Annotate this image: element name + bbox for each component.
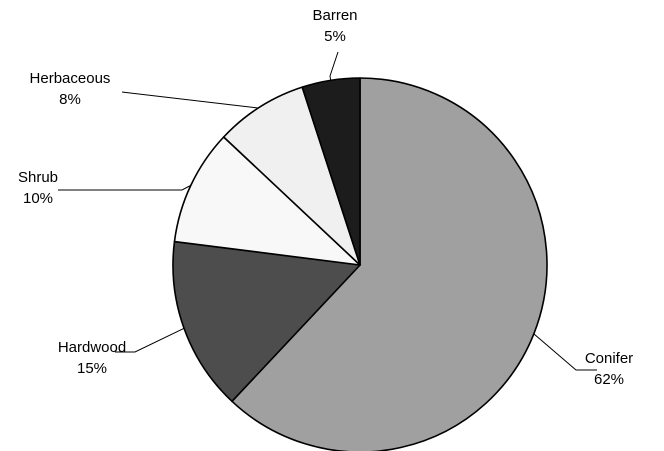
slice-label-herbaceous: Herbaceous (30, 70, 111, 87)
slice-label-barren: Barren (312, 7, 357, 24)
pie-slice-hardwood (172, 240, 361, 403)
slice-label-shrub: Shrub (18, 169, 58, 186)
leader-line-conifer (533, 333, 597, 371)
pie-slice-herbaceous (222, 86, 361, 266)
slices-layer (172, 77, 548, 451)
slice-value-hardwood: 15% (77, 360, 107, 377)
leader-line-shrub (58, 184, 192, 191)
labels-layer: Conifer 62% Hardwood 15% Shrub 10% Herbaceous 8… (18, 7, 633, 388)
leader-line-herbaceous (121, 91, 261, 109)
pie-slice-shrub (173, 136, 361, 266)
slice-label-hardwood: Hardwood (58, 339, 126, 356)
slice-value-barren: 5% (324, 28, 346, 45)
pie-slice-barren (301, 77, 361, 266)
leader-line-barren (329, 51, 339, 81)
slice-value-shrub: 10% (23, 190, 53, 207)
slice-label-conifer: Conifer (585, 350, 633, 367)
leader-lines-layer (58, 51, 597, 371)
slice-value-herbaceous: 8% (59, 91, 81, 108)
leader-line-hardwood (115, 327, 185, 353)
slice-value-conifer: 62% (594, 371, 624, 388)
